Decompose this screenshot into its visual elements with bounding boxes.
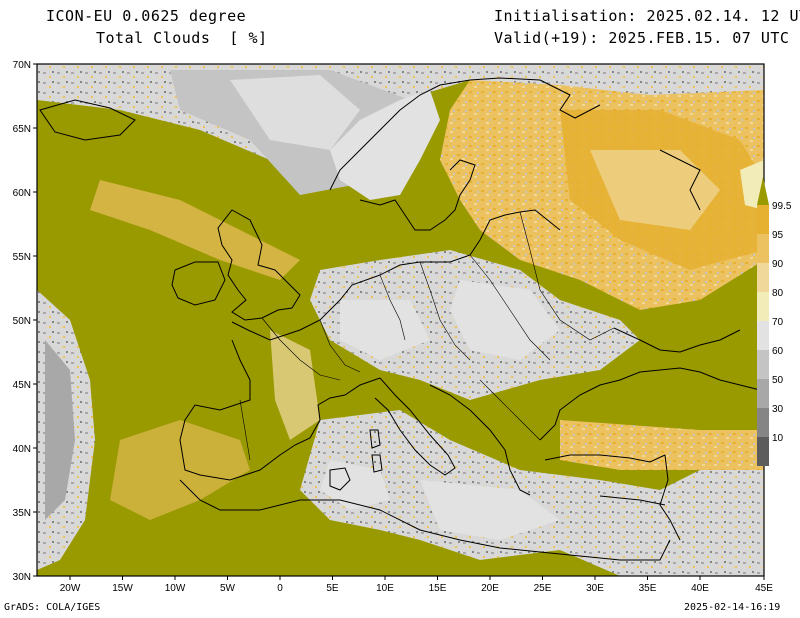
lat-tick-label: 35N [13,508,31,519]
lon-tick-label: 5E [326,583,339,594]
lon-tick-label: 20E [481,583,499,594]
colorbar-label: 80 [772,288,784,299]
lat-tick-label: 45N [13,380,31,391]
colorbar-label: 50 [772,375,784,386]
lon-tick-label: 40E [691,583,709,594]
model-title: ICON-EU 0.0625 degree [46,7,247,25]
colorbar-swatch [757,292,769,321]
footer-software: GrADS: COLA/IGES [4,602,101,613]
init-time: Initialisation: 2025.02.14. 12 UTC [494,7,800,25]
colorbar-label: 10 [772,433,784,444]
field-title: Total Clouds [ %] [96,29,268,47]
lon-tick-label: 10E [376,583,394,594]
colorbar-swatch [757,379,769,408]
lon-tick-label: 20W [60,583,81,594]
lat-tick-label: 55N [13,252,31,263]
lon-tick-label: 30E [586,583,604,594]
lat-tick-label: 60N [13,188,31,199]
colorbar-swatch [757,437,769,466]
coastlines [39,77,761,561]
lon-tick-label: 25E [534,583,552,594]
lon-tick-label: 15E [429,583,447,594]
valid-time: Valid(+19): 2025.FEB.15. 07 UTC [494,29,790,47]
lon-tick-label: 5W [220,583,236,594]
lon-tick-label: 45E [755,583,773,594]
colorbar-label: 60 [772,346,784,357]
cloud-field [37,64,764,576]
colorbar-swatch [757,350,769,379]
colorbar-label: 70 [772,317,784,328]
colorbar-swatch [757,321,769,350]
lon-tick-label: 0 [277,583,283,594]
colorbar-label: 30 [772,404,784,415]
colorbar-swatch [757,234,769,263]
lat-tick-label: 70N [13,60,31,71]
colorbar-arrow [757,177,769,205]
lat-tick-label: 40N [13,444,31,455]
lon-tick-label: 35E [639,583,657,594]
lat-tick-label: 30N [13,572,31,583]
footer-timestamp: 2025-02-14-16:19 [684,602,781,613]
colorbar-swatch [757,408,769,437]
colorbar-label: 90 [772,259,784,270]
lon-tick-label: 10W [165,583,186,594]
colorbar-label: 99.5 [772,201,792,212]
colorbar-swatch [757,205,769,234]
borders [239,211,615,461]
colorbar-swatch [757,263,769,292]
colorbar: 99.5 95 90 80 70 60 50 30 10 [757,177,792,466]
lat-tick-label: 50N [13,316,31,327]
lon-tick-label: 15W [112,583,133,594]
longitude-axis: 20W 15W 10W 5W 0 5E 10E 15E 20E 25E 30E 35E 40E 45E [60,576,773,594]
lat-tick-label: 65N [13,124,31,135]
latitude-axis: 70N 65N 60N 55N 50N 45N 40N 35N 30N [13,60,37,583]
colorbar-label: 95 [772,230,784,241]
